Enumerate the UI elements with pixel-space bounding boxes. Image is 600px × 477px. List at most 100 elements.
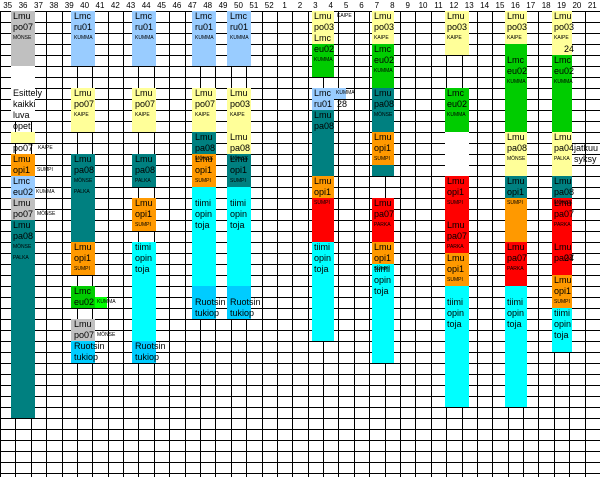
teacher-label: KAIPE — [447, 35, 462, 41]
course-block[interactable] — [505, 198, 527, 242]
course-block[interactable] — [227, 11, 251, 66]
course-block[interactable] — [552, 11, 572, 55]
course-code-label: pa08 — [74, 165, 95, 175]
course-code-label: opi1 — [195, 165, 213, 175]
course-block[interactable] — [505, 11, 527, 44]
course-block[interactable] — [312, 242, 334, 341]
teacher-label: PALKA — [13, 255, 29, 261]
teacher-label: KUMMA — [507, 79, 526, 85]
course-block[interactable] — [552, 231, 572, 275]
course-block[interactable] — [71, 187, 95, 242]
course-block[interactable] — [71, 11, 95, 66]
event-label: tiimi — [554, 308, 570, 318]
course-code-label: Lmu — [135, 198, 153, 208]
course-block[interactable] — [132, 154, 156, 187]
course-block[interactable] — [445, 220, 469, 253]
teacher-label: PARKA — [447, 244, 464, 250]
course-block[interactable] — [445, 88, 469, 132]
course-block[interactable] — [11, 66, 35, 121]
course-block[interactable] — [192, 154, 216, 187]
teacher-label: MÖNSE — [74, 178, 93, 184]
course-block[interactable] — [71, 341, 95, 363]
course-block[interactable] — [71, 286, 95, 308]
course-block[interactable] — [192, 286, 216, 319]
course-block[interactable] — [11, 132, 35, 143]
course-code-label: Lmu — [195, 88, 213, 98]
teacher-label: SUMPI — [554, 299, 570, 305]
course-block[interactable] — [312, 44, 334, 77]
course-block[interactable] — [227, 187, 251, 286]
week-number: 37 — [34, 1, 43, 10]
course-block[interactable] — [227, 286, 251, 319]
course-block[interactable] — [312, 11, 334, 44]
teacher-label: SUMPI — [230, 178, 246, 184]
course-block[interactable] — [11, 11, 35, 66]
course-block[interactable] — [552, 275, 572, 308]
event-label: luva — [13, 110, 30, 120]
course-code-label: Lmc — [447, 88, 465, 98]
course-block[interactable] — [445, 176, 469, 220]
course-block[interactable] — [372, 132, 394, 165]
course-block[interactable] — [552, 308, 572, 352]
course-block[interactable] — [312, 198, 334, 242]
course-block[interactable] — [552, 88, 572, 132]
course-block[interactable] — [227, 88, 251, 132]
course-block[interactable] — [11, 198, 35, 220]
course-block[interactable] — [132, 242, 156, 341]
course-code-label: Lmu — [135, 88, 153, 98]
course-block[interactable] — [71, 154, 95, 187]
teacher-label: KAIPE — [374, 35, 389, 41]
course-code-label: po07 — [13, 143, 34, 153]
course-block[interactable] — [192, 88, 216, 132]
course-block[interactable] — [132, 341, 156, 363]
course-code-label: Lmc — [314, 33, 332, 43]
course-block[interactable] — [505, 242, 527, 286]
course-code-label: pa08 — [554, 187, 575, 197]
course-block[interactable] — [372, 11, 394, 44]
course-block[interactable] — [552, 198, 572, 231]
course-block[interactable] — [372, 198, 394, 242]
course-block[interactable] — [552, 176, 572, 198]
course-block[interactable] — [71, 88, 95, 132]
course-block[interactable] — [132, 198, 156, 231]
course-code-label: ru01 — [230, 22, 249, 32]
course-block[interactable] — [227, 154, 251, 187]
course-block[interactable] — [505, 132, 527, 176]
course-block[interactable] — [334, 88, 346, 99]
course-code-label: opi1 — [314, 187, 332, 197]
course-block[interactable] — [192, 187, 216, 286]
course-block[interactable] — [445, 253, 469, 286]
course-code-label: Lmu — [195, 132, 213, 142]
teacher-label: PALKA — [554, 156, 570, 162]
week-number: 45 — [157, 1, 166, 10]
course-block[interactable] — [71, 242, 95, 275]
course-block[interactable] — [445, 286, 469, 407]
course-code-label: pa08 — [314, 121, 335, 131]
teacher-label: KUMMA — [554, 79, 573, 85]
course-code-label: Lmu — [554, 11, 572, 21]
week-number: 19 — [557, 1, 566, 10]
course-block[interactable] — [312, 176, 334, 198]
teacher-label: MÖNSE — [13, 35, 32, 41]
course-block[interactable] — [505, 44, 527, 132]
course-code-label: po07 — [74, 99, 95, 109]
course-block[interactable] — [132, 11, 156, 66]
course-block[interactable] — [372, 44, 394, 88]
course-block[interactable] — [552, 132, 572, 176]
course-block[interactable] — [132, 88, 156, 132]
course-block[interactable] — [445, 132, 469, 176]
course-block[interactable] — [71, 319, 95, 341]
course-code-label: po03 — [507, 22, 528, 32]
course-block[interactable] — [95, 297, 107, 308]
teacher-label: SUMPI — [195, 178, 211, 184]
course-block[interactable] — [505, 286, 527, 407]
course-block[interactable] — [372, 264, 394, 363]
course-block[interactable] — [445, 11, 469, 55]
course-code-label: Lmu — [74, 242, 92, 252]
course-code-label: eu02 — [507, 66, 528, 76]
course-block[interactable] — [552, 55, 572, 88]
course-block[interactable] — [11, 220, 35, 418]
course-block[interactable] — [192, 11, 216, 66]
course-block[interactable] — [312, 88, 334, 110]
teacher-label: KUMMA — [374, 68, 393, 74]
